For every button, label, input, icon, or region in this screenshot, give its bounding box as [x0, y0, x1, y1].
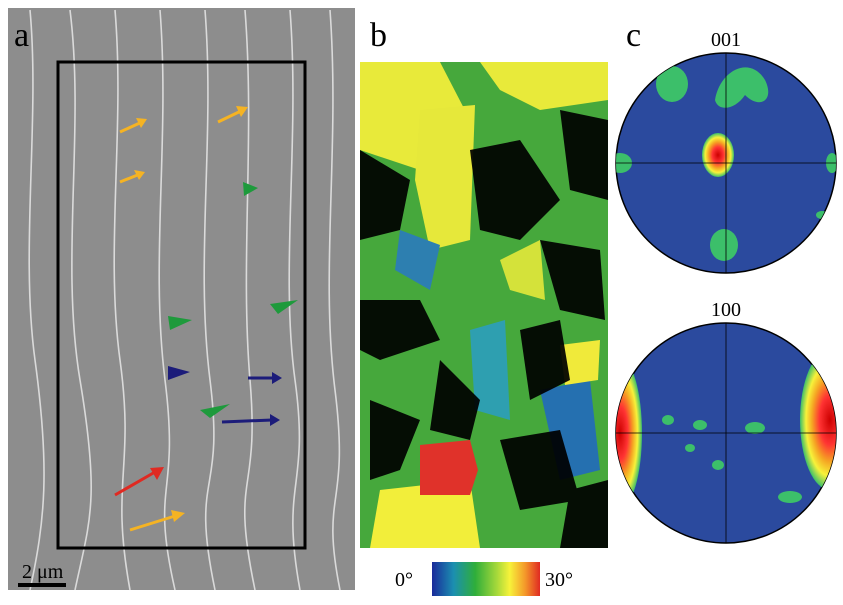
scale-bar-label: 2 μm: [22, 561, 64, 583]
colorbar-max: 30°: [545, 569, 573, 591]
pole-figure: [598, 323, 843, 543]
figure: a 2 μm b 0° 30° c: [0, 0, 843, 600]
panel-label: b: [370, 17, 387, 54]
colorbar: [432, 562, 540, 596]
pole-figure-label: 001: [711, 29, 741, 51]
orientation-map: [360, 62, 608, 548]
sem-image: [8, 8, 355, 590]
panel-label: a: [14, 17, 29, 54]
panel-label: c: [626, 17, 641, 54]
colorbar-min: 0°: [395, 569, 413, 591]
pole-figure-label: 100: [711, 299, 741, 321]
pole-figure: [608, 53, 838, 273]
